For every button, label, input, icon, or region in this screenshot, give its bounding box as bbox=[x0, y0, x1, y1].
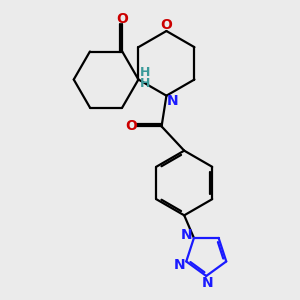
Text: N: N bbox=[202, 276, 214, 290]
Text: H: H bbox=[140, 77, 151, 90]
Text: N: N bbox=[174, 258, 186, 272]
Text: H: H bbox=[140, 66, 151, 79]
Text: O: O bbox=[160, 18, 172, 32]
Text: O: O bbox=[116, 12, 128, 26]
Text: O: O bbox=[125, 119, 137, 134]
Text: N: N bbox=[167, 94, 178, 109]
Text: N: N bbox=[181, 228, 193, 242]
